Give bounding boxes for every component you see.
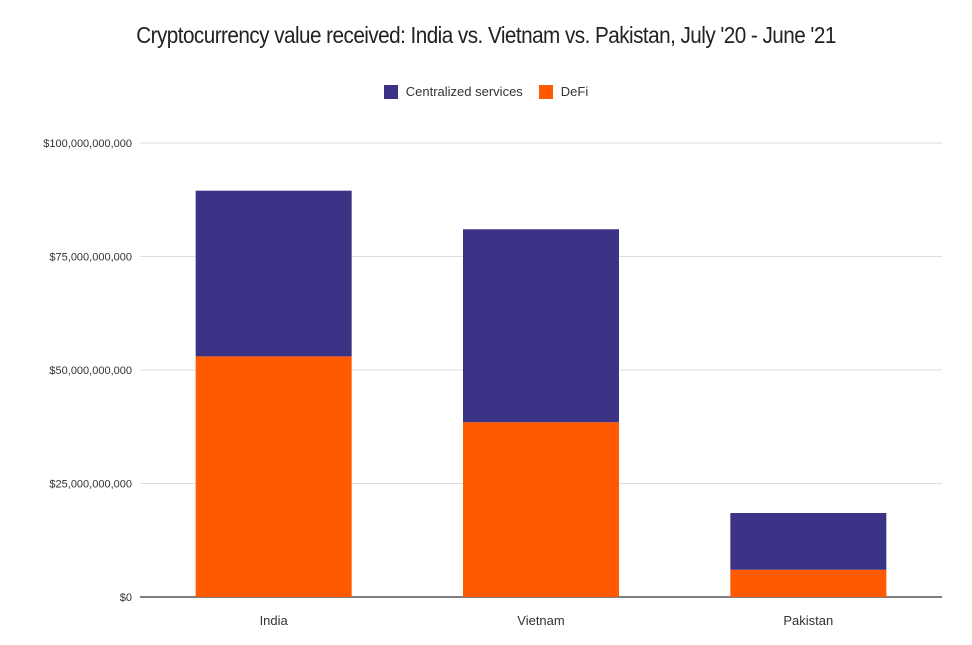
- chart-title: Cryptocurrency value received: India vs.…: [136, 22, 836, 48]
- bar-pakistan-centralized-services: [730, 513, 887, 570]
- legend: Centralized services DeFi: [0, 84, 972, 99]
- bar-india-centralized-services: [195, 190, 352, 357]
- y-tick-label-0: $0: [120, 592, 132, 604]
- legend-swatch-defi: [538, 84, 553, 99]
- y-tick-label-2: $50,000,000,000: [49, 365, 132, 377]
- x-tick-label-vietnam: Vietnam: [517, 613, 564, 628]
- bar-vietnam-centralized-services: [463, 229, 619, 423]
- bar-vietnam-defi: [463, 422, 619, 597]
- bar-india-defi: [195, 356, 352, 597]
- legend-item-defi: DeFi: [538, 84, 589, 99]
- x-tick-label-pakistan: Pakistan: [783, 613, 833, 628]
- legend-label-centralized: Centralized services: [405, 84, 523, 99]
- legend-item-centralized: Centralized services: [383, 84, 523, 99]
- y-tick-label-3: $75,000,000,000: [49, 252, 132, 264]
- y-tick-label-1: $25,000,000,000: [49, 479, 132, 491]
- x-tick-label-india: India: [260, 613, 289, 628]
- legend-swatch-centralized: [383, 84, 398, 99]
- bar-pakistan-defi: [730, 569, 887, 597]
- y-tick-label-4: $100,000,000,000: [43, 138, 132, 150]
- legend-label-defi: DeFi: [560, 84, 589, 99]
